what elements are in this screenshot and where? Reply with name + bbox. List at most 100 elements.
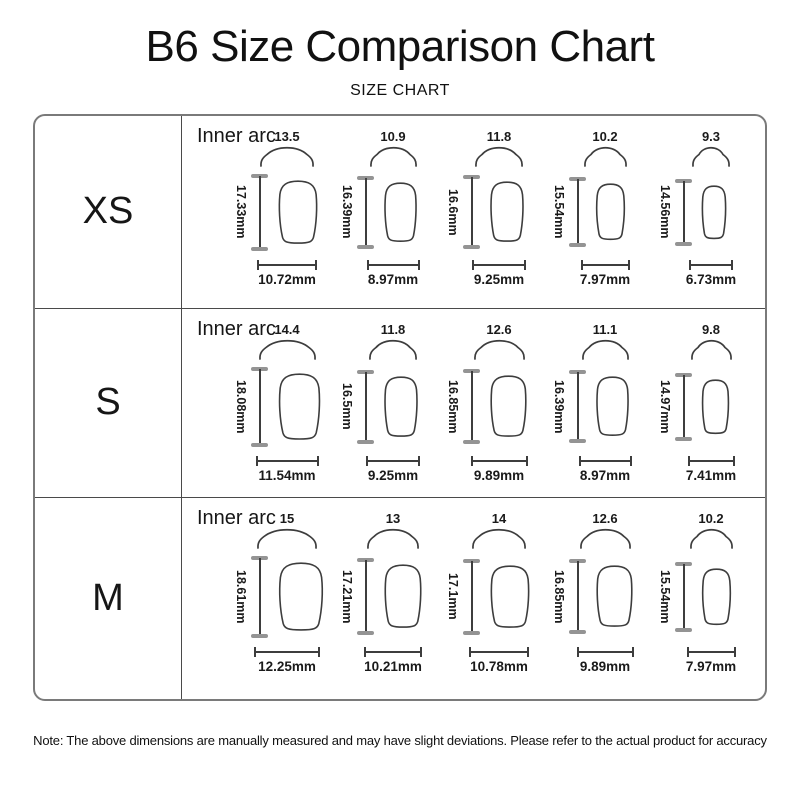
width-ruler-line [366,263,420,266]
height-ruler [675,372,692,441]
width-ruler [364,646,422,657]
ruler-line [364,371,367,442]
shape-mid: 15.54mm [552,172,658,253]
width-label: 11.54mm [258,467,316,483]
height-ruler [357,558,374,636]
height-measure: 17.21mm [340,558,374,636]
width-ruler [472,259,526,270]
shape-column: 11.1 16.39mm 8.97mm [552,322,658,483]
height-label: 18.08mm [234,379,248,434]
ruler-line [682,374,685,439]
height-label: 16.6mm [446,188,460,236]
ruler-cap-bottom [251,633,268,638]
size-label: XS [35,115,182,308]
height-measure: 16.39mm [552,370,586,444]
shape-mid: 15.54mm [658,554,764,640]
width-ruler-line [255,459,319,462]
width-label: 12.25mm [258,658,316,674]
width-ruler-line [689,263,733,266]
shape-columns: 14.4 18.08mm 11.54mm 11.8 16.5mm 9.25mm 12.6 16… [234,322,765,483]
width-label: 10.72mm [258,271,316,287]
ruler-line [576,179,579,246]
width-ruler-tick-right [315,259,317,270]
inner-arc-curve [472,528,526,549]
shape-column: 14 17.1mm 10.78mm [446,511,552,674]
height-label: 18.61mm [234,569,248,624]
shape-column: 14.4 18.08mm 11.54mm [234,322,340,483]
shape-column: 13 17.21mm 10.21mm [340,511,446,674]
width-ruler-line [366,459,420,462]
height-ruler [463,369,480,445]
width-ruler-tick-right [418,455,420,466]
inner-arc-curve [581,339,629,360]
nail-shape-outline [490,375,527,437]
row-measurements-cell: Inner arc 14.4 18.08mm 11.54mm 11.8 16.5mm 9.2… [182,309,765,497]
height-ruler [675,178,692,246]
ruler-line [470,177,473,248]
height-measure: 14.97mm [658,372,692,441]
page-subtitle: SIZE CHART [350,81,450,99]
width-ruler-tick-right [732,455,735,466]
shape-column: 10.2 15.54mm 7.97mm [658,511,764,674]
height-ruler [463,175,480,250]
shape-column: 13.5 17.33mm 10.72mm [234,129,340,287]
inner-arc-curve [583,146,627,167]
inner-arc-value: 13 [385,510,401,526]
inner-arc-curve [579,528,631,549]
inner-arc-value: 9.3 [701,128,721,144]
shape-mid: 16.85mm [446,365,552,449]
width-ruler [366,259,420,270]
height-measure: 16.39mm [340,175,374,249]
ruler-line [682,180,685,244]
width-ruler [576,646,634,657]
shape-mid: 18.61mm [234,554,340,640]
width-ruler-line [257,263,317,266]
inner-arc-curve [260,146,314,167]
ruler-line [258,557,261,636]
height-label: 15.54mm [658,569,672,624]
width-ruler-tick-right [733,646,736,657]
height-label: 16.85mm [552,569,566,624]
width-ruler-tick-right [420,646,422,657]
nail-shape-outline [384,564,422,628]
width-ruler-tick-right [316,455,319,466]
shape-column: 9.8 14.97mm 7.41mm [658,322,764,483]
width-ruler-line [576,650,634,653]
width-label: 9.25mm [473,271,525,287]
width-ruler [255,455,319,466]
ruler-line [258,368,261,445]
inner-arc-value: 14 [491,510,507,526]
ruler-cap-bottom [463,630,480,635]
ruler-line [682,563,685,630]
size-label: S [35,308,182,497]
nail-shape-outline [490,564,530,628]
nail-shape-outline [384,181,417,242]
height-measure: 16.85mm [552,559,586,635]
width-ruler [470,455,528,466]
ruler-cap-bottom [463,245,480,250]
ruler-cap-bottom [357,631,374,636]
height-ruler [251,173,268,251]
height-label: 14.97mm [658,379,672,434]
inner-arc-value: 14.4 [274,321,300,337]
height-label: 17.21mm [340,569,354,624]
shape-mid: 16.6mm [446,172,552,253]
shape-columns: 15 18.61mm 12.25mm 13 17.21mm 10.21mm 14 17.1mm… [234,511,765,674]
width-ruler-line [470,459,528,462]
width-label: 7.41mm [685,467,737,483]
height-measure: 16.5mm [340,369,374,444]
inner-arc-curve [690,339,732,360]
ruler-line [576,561,579,633]
ruler-cap-bottom [675,627,692,632]
shape-column: 10.2 15.54mm 7.97mm [552,129,658,287]
nail-shape-outline [278,561,324,631]
inner-arc-curve [692,146,730,167]
ruler-line [258,175,261,249]
ruler-cap-bottom [463,440,480,445]
width-ruler-line [472,263,526,266]
row-measurements-cell: Inner arc 15 18.61mm 12.25mm 13 17.21mm 10.21m… [182,498,765,699]
width-ruler-line [580,263,630,266]
height-measure: 16.85mm [446,369,480,445]
width-label: 9.89mm [579,658,631,674]
ruler-cap-bottom [357,439,374,444]
